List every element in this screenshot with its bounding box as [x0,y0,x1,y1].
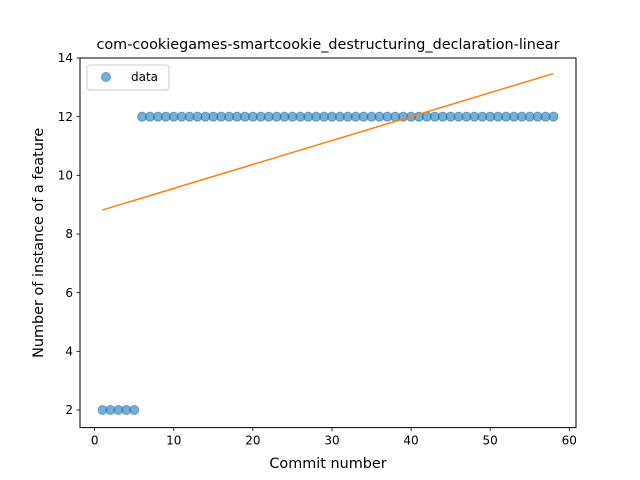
y-axis-label: Number of instance of a feature [31,128,47,358]
legend-marker-data [101,72,111,82]
x-tick-label: 10 [166,434,181,448]
x-tick-label: 60 [562,434,577,448]
axis-ticks: 0 10 20 30 40 50 60 2 4 6 8 10 12 14 [58,51,577,447]
y-tick-label: 6 [65,286,73,300]
linear-fit-line [102,72,554,211]
y-tick-label: 12 [58,110,73,124]
chart-title: com-cookiegames-smartcookie_destructurin… [96,37,559,53]
y-tick-label: 2 [65,403,73,417]
y-tick-label: 8 [65,227,73,241]
x-tick-label: 20 [245,434,260,448]
y-tick-label: 4 [65,345,73,359]
data-point [129,405,140,415]
axes-frame [79,57,577,429]
x-axis-label: Commit number [269,456,386,472]
legend: data [86,64,170,91]
data-point [548,111,559,122]
y-tick-label: 14 [58,51,73,65]
x-tick-label: 40 [403,434,418,448]
legend-box [86,64,170,91]
x-tick-label: 30 [324,434,339,448]
y-tick-label: 10 [58,169,73,183]
plot-area [97,72,559,415]
legend-label-data: data [131,70,158,84]
x-tick-label: 0 [91,434,99,448]
x-tick-label: 50 [483,434,498,448]
